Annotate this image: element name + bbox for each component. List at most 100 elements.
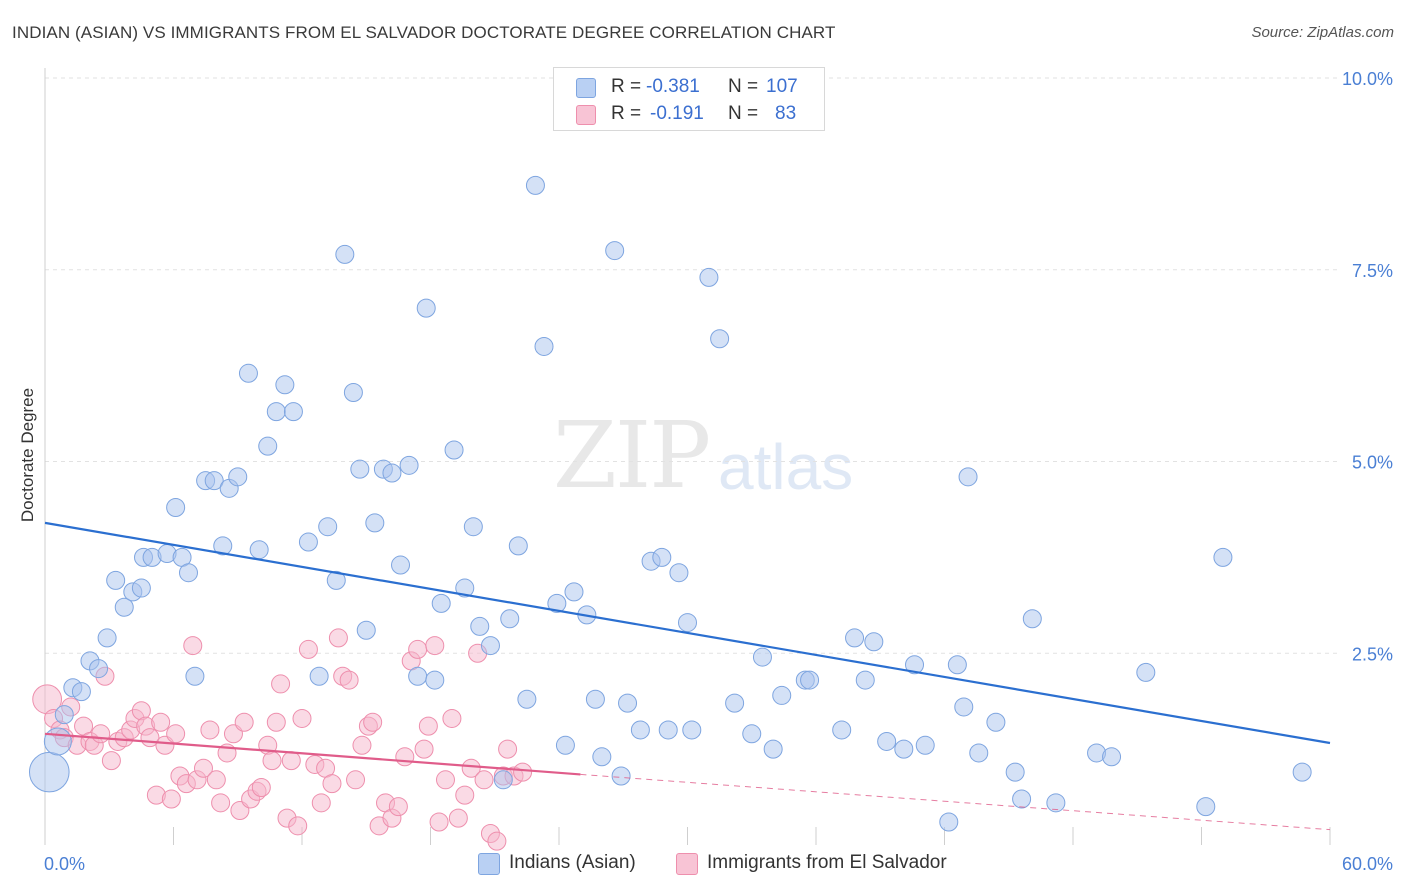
data-point-indians <box>894 739 914 759</box>
data-point-indians <box>605 241 625 261</box>
data-point-el-salvador <box>200 720 220 740</box>
data-point-el-salvador <box>461 758 481 778</box>
series-indians-asian <box>28 175 1312 832</box>
legend-r-value: -0.191 <box>650 103 704 124</box>
data-point-el-salvador <box>448 808 468 828</box>
data-point-el-salvador <box>183 636 203 656</box>
data-point-el-salvador <box>395 747 415 767</box>
data-point-el-salvador <box>206 770 226 790</box>
data-point-indians <box>431 593 451 613</box>
legend-label-el-salvador: Immigrants from El Salvador <box>707 852 947 873</box>
data-point-indians <box>228 467 248 487</box>
legend-n-value: 83 <box>775 103 797 124</box>
data-point-el-salvador <box>352 735 372 755</box>
legend-n-label: N = <box>728 103 759 124</box>
series-el-salvador <box>32 628 533 851</box>
grid-lines <box>45 77 1340 654</box>
data-point-indians <box>444 440 464 460</box>
data-point-indians <box>855 670 875 690</box>
data-point-indians <box>678 613 697 633</box>
data-point-indians <box>1136 662 1156 682</box>
data-point-indians <box>658 720 678 740</box>
data-point-el-salvador <box>271 674 291 694</box>
data-point-el-salvador <box>161 789 181 809</box>
y-tick-label: 2.5% <box>1352 644 1393 664</box>
data-point-indians <box>425 670 445 690</box>
data-point-indians <box>266 402 286 422</box>
data-point-indians <box>947 655 967 675</box>
data-point-el-salvador <box>322 774 342 794</box>
chart-title: INDIAN (ASIAN) VS IMMIGRANTS FROM EL SAL… <box>12 23 836 42</box>
data-point-indians <box>114 597 134 617</box>
data-point-indians <box>131 578 151 598</box>
data-point-indians <box>89 659 109 679</box>
data-point-el-salvador <box>408 639 428 659</box>
data-point-indians <box>1102 747 1122 767</box>
data-point-indians <box>318 517 338 537</box>
data-point-indians <box>958 467 978 487</box>
trend-line-el-salvador-extrapolated <box>580 773 1331 831</box>
legend-label-indians: Indians (Asian) <box>509 852 636 873</box>
data-point-el-salvador <box>498 739 518 759</box>
data-point-el-salvador <box>234 712 254 732</box>
data-point-el-salvador <box>288 816 308 836</box>
legend-n-value: 107 <box>766 76 798 97</box>
data-point-el-salvador <box>414 739 434 759</box>
data-point-indians <box>238 363 258 383</box>
data-point-indians <box>43 727 72 756</box>
data-point-indians <box>309 666 329 686</box>
data-point-indians <box>71 682 91 702</box>
legend-r-label: R = <box>611 76 642 97</box>
data-point-indians <box>416 298 436 318</box>
data-point-indians <box>630 720 650 740</box>
data-point-el-salvador <box>435 770 455 790</box>
data-point-el-salvador <box>429 812 449 832</box>
tick-labels: 2.5% 5.0% 7.5% 10.0% 0.0% 60.0% <box>44 69 1393 874</box>
data-point-indians <box>399 455 419 475</box>
data-point-indians <box>1012 789 1032 809</box>
data-point-indians <box>350 459 370 479</box>
data-point-indians <box>382 463 402 483</box>
data-point-el-salvador <box>292 708 312 728</box>
data-point-indians <box>356 620 376 640</box>
data-point-indians <box>391 555 411 575</box>
watermark-zip: ZIP <box>553 402 711 509</box>
data-point-indians <box>185 666 205 686</box>
data-point-indians <box>508 536 528 556</box>
data-point-indians <box>365 513 385 533</box>
data-point-indians <box>763 739 783 759</box>
data-point-indians <box>915 735 935 755</box>
y-tick-label: 7.5% <box>1352 261 1393 281</box>
data-point-indians <box>864 632 884 652</box>
data-point-indians <box>470 616 490 636</box>
data-point-indians <box>618 693 638 713</box>
data-point-indians <box>905 655 925 675</box>
data-point-indians <box>652 547 672 567</box>
data-point-el-salvador <box>151 712 171 732</box>
data-point-indians <box>682 720 702 740</box>
trend-line-indians <box>44 521 1331 745</box>
data-point-indians <box>1046 793 1066 813</box>
data-point-indians <box>213 536 233 556</box>
data-point-indians <box>480 636 500 656</box>
data-point-indians <box>555 735 575 755</box>
source-credit: Source: ZipAtlas.com <box>1251 24 1394 41</box>
data-point-indians <box>1213 547 1233 567</box>
data-point-el-salvador <box>311 793 331 813</box>
data-point-indians <box>832 720 852 740</box>
data-point-indians <box>500 609 520 629</box>
data-point-el-salvador <box>193 758 213 778</box>
data-point-el-salvador <box>363 712 383 732</box>
data-point-indians <box>1005 762 1025 782</box>
data-point-indians <box>97 628 117 648</box>
data-point-el-salvador <box>418 716 438 736</box>
legend-r-value: -0.381 <box>646 76 700 97</box>
data-point-indians <box>939 812 959 832</box>
data-point-indians <box>547 593 567 613</box>
x-tick-label: 60.0% <box>1342 854 1393 874</box>
data-point-indians <box>275 375 295 395</box>
data-point-el-salvador <box>251 777 271 797</box>
trend-line-el-salvador <box>44 732 581 776</box>
data-point-indians <box>343 382 363 402</box>
